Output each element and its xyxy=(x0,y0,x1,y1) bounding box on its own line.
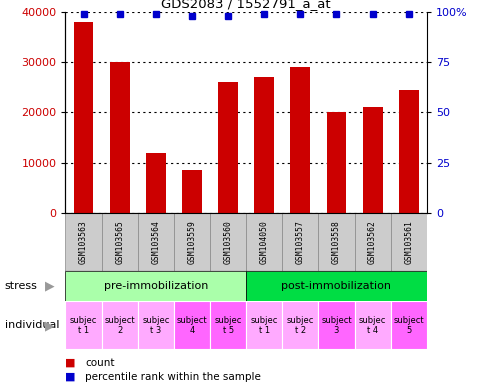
Text: ■: ■ xyxy=(65,358,76,368)
Bar xyxy=(173,301,210,349)
Bar xyxy=(318,213,354,271)
Bar xyxy=(390,213,426,271)
Text: subjec
t 5: subjec t 5 xyxy=(214,316,241,335)
Text: subjec
t 3: subjec t 3 xyxy=(142,316,169,335)
Text: pre-immobilization: pre-immobilization xyxy=(104,281,208,291)
Text: individual: individual xyxy=(5,320,59,331)
Bar xyxy=(354,213,390,271)
Bar xyxy=(326,112,346,213)
Text: subject
5: subject 5 xyxy=(393,316,423,335)
Text: GSM103558: GSM103558 xyxy=(331,220,340,264)
Bar xyxy=(354,301,390,349)
Bar xyxy=(210,213,245,271)
Text: ■: ■ xyxy=(65,372,76,382)
Text: stress: stress xyxy=(5,281,38,291)
Text: count: count xyxy=(85,358,114,368)
Bar xyxy=(398,89,418,213)
Bar xyxy=(218,82,238,213)
Bar xyxy=(173,213,210,271)
Bar xyxy=(102,213,137,271)
Bar xyxy=(109,62,129,213)
Text: GSM103560: GSM103560 xyxy=(223,220,232,264)
Bar xyxy=(102,301,137,349)
Text: GSM103557: GSM103557 xyxy=(295,220,304,264)
Bar xyxy=(137,301,173,349)
Bar xyxy=(282,301,318,349)
Bar xyxy=(210,301,245,349)
Bar xyxy=(137,213,173,271)
Text: GSM103561: GSM103561 xyxy=(403,220,412,264)
Text: percentile rank within the sample: percentile rank within the sample xyxy=(85,372,260,382)
Bar xyxy=(65,301,102,349)
Text: ▶: ▶ xyxy=(45,319,55,332)
Bar xyxy=(146,152,166,213)
Text: subjec
t 2: subjec t 2 xyxy=(286,316,313,335)
Text: GSM103563: GSM103563 xyxy=(79,220,88,264)
Text: GSM103565: GSM103565 xyxy=(115,220,124,264)
Bar xyxy=(245,301,282,349)
Title: GDS2083 / 1552791_a_at: GDS2083 / 1552791_a_at xyxy=(161,0,330,10)
Bar xyxy=(282,213,318,271)
Text: subject
2: subject 2 xyxy=(104,316,135,335)
Bar xyxy=(318,301,354,349)
Text: subjec
t 1: subjec t 1 xyxy=(70,316,97,335)
Text: subjec
t 1: subjec t 1 xyxy=(250,316,277,335)
Text: ▶: ▶ xyxy=(45,280,55,293)
Bar xyxy=(65,271,245,301)
Text: subject
4: subject 4 xyxy=(176,316,207,335)
Bar xyxy=(65,213,102,271)
Text: subject
3: subject 3 xyxy=(320,316,351,335)
Text: subjec
t 4: subjec t 4 xyxy=(358,316,385,335)
Bar xyxy=(254,77,273,213)
Bar xyxy=(290,67,310,213)
Bar xyxy=(182,170,201,213)
Text: GSM103559: GSM103559 xyxy=(187,220,196,264)
Bar xyxy=(245,271,426,301)
Text: GSM103564: GSM103564 xyxy=(151,220,160,264)
Text: GSM104050: GSM104050 xyxy=(259,220,268,264)
Text: GSM103562: GSM103562 xyxy=(367,220,377,264)
Bar xyxy=(362,107,382,213)
Text: post-immobilization: post-immobilization xyxy=(281,281,391,291)
Bar xyxy=(390,301,426,349)
Bar xyxy=(245,213,282,271)
Bar xyxy=(74,22,93,213)
